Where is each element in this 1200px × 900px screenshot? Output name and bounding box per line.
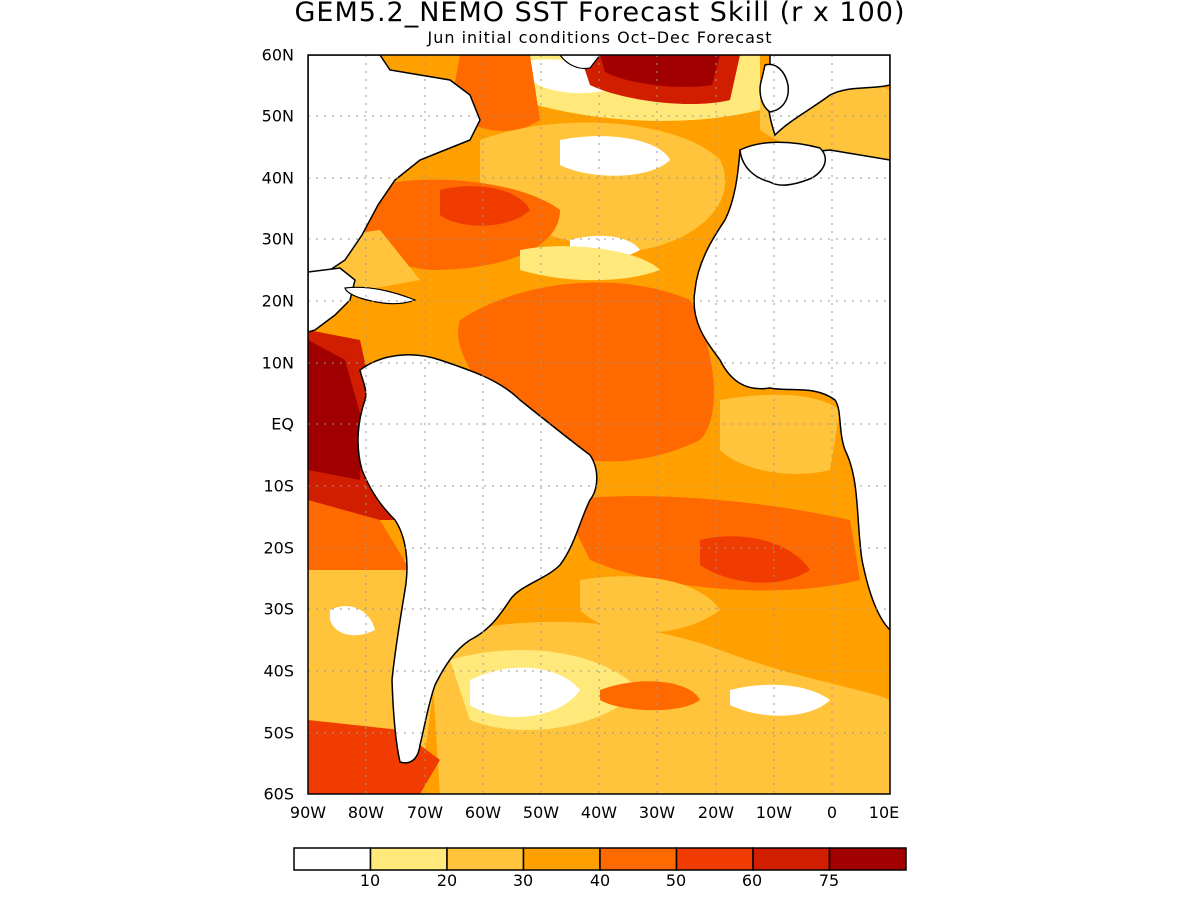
caribbean-islands [344,286,417,305]
field-patch [730,684,830,716]
north-america-landmass [308,55,481,273]
field-patch [520,246,660,281]
field-patch [700,536,810,583]
colorbar-swatch [752,847,831,871]
lat-label: 30N [261,229,294,249]
lat-label: 40S [263,661,294,681]
field-patch [308,340,362,480]
map-subtitle: Jun initial conditions Oct–Dec Forecast [427,28,773,47]
lat-label: EQ [271,414,294,434]
colorbar-swatch [522,847,601,871]
map-frame [307,54,891,795]
colorbar-swatch [293,847,372,871]
map-title: GEM5.2_NEMO SST Forecast Skill (r x 100) [294,0,906,28]
colorbar-swatch [828,847,907,871]
lon-label: 20W [697,803,735,822]
lon-label: 50W [522,803,560,822]
lat-label: 20S [263,538,294,558]
lon-label: 30W [638,803,676,822]
lat-label: 20N [261,291,294,311]
field-patch [440,186,530,226]
lon-label: 60W [464,803,502,822]
colorbar-label: 50 [665,871,687,890]
gulf-coast-landmass [308,267,356,333]
lon-label: 10W [755,803,793,822]
colorbar-label: 40 [589,871,611,890]
field-patch [330,606,375,636]
lon-label: 80W [347,803,385,822]
lon-label: 90W [289,803,327,822]
lon-label: 40W [580,803,618,822]
colorbar-label: 75 [818,871,840,890]
lat-label: 50S [263,723,294,743]
map-gridlines [308,55,890,794]
lon-label: 70W [406,803,444,822]
colorbar-label: 10 [359,871,381,890]
colorbar-swatch [599,847,678,871]
field-patch [600,55,720,87]
greenland-edge [559,55,601,70]
colorbar [293,847,907,871]
colorbar-label: 60 [741,871,763,890]
lon-label: 0 [826,803,838,822]
colorbar-swatch [369,847,448,871]
field-patch [720,394,840,474]
field-patch [600,681,700,711]
colorbar-label: 30 [512,871,534,890]
field-patch [560,136,670,176]
colorbar-swatch [675,847,754,871]
lat-label: 50N [261,106,294,126]
colorbar-swatch [446,847,525,871]
lat-label: 10S [263,476,294,496]
lat-label: 60N [261,45,294,65]
field-patch [308,500,410,570]
lat-label: 30S [263,599,294,619]
lat-label: 10N [261,353,294,373]
africa-landmass [693,149,890,632]
colorbar-label: 20 [436,871,458,890]
lon-label: 10E [868,803,900,822]
lat-label: 40N [261,168,294,188]
lat-label: 60S [263,784,294,804]
field-patch [580,576,720,633]
field-patch [470,667,580,717]
